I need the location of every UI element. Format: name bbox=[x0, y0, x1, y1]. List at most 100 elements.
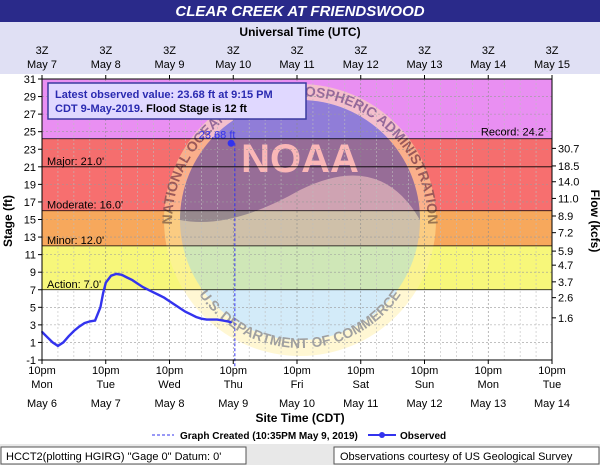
bottom-tick-date: May 7 bbox=[91, 398, 121, 410]
info-box-date: CDT 9-May-2019 bbox=[55, 103, 140, 115]
bottom-tick-date: May 12 bbox=[406, 398, 442, 410]
observed-point bbox=[136, 282, 139, 285]
top-tick-date: May 8 bbox=[91, 59, 121, 71]
bottom-tick-date: May 8 bbox=[155, 398, 185, 410]
legend: Graph Created (10:35PM May 9, 2019) Obse… bbox=[152, 431, 446, 442]
observed-point bbox=[157, 294, 160, 296]
right-axis-title: Flow (kcfs) bbox=[588, 190, 600, 253]
observed-point bbox=[216, 318, 219, 321]
top-axis-title: Universal Time (UTC) bbox=[239, 25, 360, 39]
bottom-tick-day: Thu bbox=[224, 379, 243, 391]
info-box-line1: Latest observed value: 23.68 ft at 9:15 … bbox=[55, 89, 273, 101]
bottom-tick-time: 10pm bbox=[538, 365, 566, 377]
info-box-flood-stage: . Flood Stage is 12 ft bbox=[140, 103, 247, 115]
top-tick-hour: 3Z bbox=[163, 45, 176, 57]
latest-value-label: 23.68 ft bbox=[199, 129, 236, 141]
observed-point bbox=[83, 322, 86, 325]
latest-observed-point bbox=[227, 139, 235, 147]
observed-point bbox=[179, 307, 182, 310]
left-tick-label: 23 bbox=[24, 144, 36, 156]
right-tick-label: 5.9 bbox=[558, 246, 573, 258]
bottom-tick-date: May 14 bbox=[534, 398, 570, 410]
threshold-label-minor: Minor: 12.0' bbox=[47, 235, 104, 247]
top-tick-hour: 3Z bbox=[36, 45, 49, 57]
right-tick-label: 1.6 bbox=[558, 313, 573, 325]
left-tick-label: 11 bbox=[25, 250, 36, 262]
observed-point bbox=[147, 288, 150, 291]
legend-created-label: Graph Created (10:35PM May 9, 2019) bbox=[180, 431, 358, 442]
bottom-tick-day: Sun bbox=[415, 379, 435, 391]
observed-point bbox=[152, 291, 155, 294]
top-tick-date: May 9 bbox=[155, 59, 185, 71]
threshold-label-action: Action: 7.0' bbox=[47, 279, 101, 291]
threshold-lines bbox=[42, 138, 552, 291]
bottom-tick-date: May 13 bbox=[470, 398, 506, 410]
bottom-tick-day: Mon bbox=[478, 379, 499, 391]
bottom-axis-ticks: 10pm Mon May 6 10pm Tue May 7 10pm Wed May 8 10pm… bbox=[27, 360, 570, 410]
top-tick-hour: 3Z bbox=[482, 45, 495, 57]
left-tick-label: 15 bbox=[24, 215, 36, 227]
observed-point bbox=[104, 281, 107, 284]
observed-point bbox=[230, 321, 233, 324]
observed-point bbox=[227, 320, 229, 323]
legend-observed-label: Observed bbox=[400, 431, 446, 442]
left-tick-label: 21 bbox=[24, 162, 36, 174]
bottom-tick-date: May 9 bbox=[218, 398, 248, 410]
bottom-tick-time: 10pm bbox=[411, 365, 439, 377]
observed-point bbox=[142, 286, 144, 289]
observed-point bbox=[102, 292, 104, 295]
top-tick-hour: 3Z bbox=[354, 45, 367, 57]
observed-point bbox=[184, 310, 187, 313]
left-tick-label: 13 bbox=[24, 232, 36, 244]
footer-datum: HCCT2(plotting HGIRG) "Gage 0" Datum: 0' bbox=[6, 451, 221, 463]
bottom-tick-day: Wed bbox=[158, 379, 180, 391]
threshold-labels: Action: 7.0' Minor: 12.0' Moderate: 16.0' M… bbox=[47, 127, 546, 291]
observed-point bbox=[115, 273, 118, 275]
left-axis-title: Stage (ft) bbox=[1, 195, 15, 247]
top-tick-hour: 3Z bbox=[546, 45, 559, 57]
footer-credit: Observations courtesy of US Geological S… bbox=[340, 451, 573, 463]
top-tick-hour: 3Z bbox=[99, 45, 112, 57]
bottom-tick-time: 10pm bbox=[219, 365, 247, 377]
right-tick-label: 4.7 bbox=[558, 260, 573, 272]
observed-point bbox=[168, 300, 171, 303]
bottom-tick-time: 10pm bbox=[28, 365, 56, 377]
right-tick-label: 18.5 bbox=[558, 161, 579, 173]
bottom-tick-time: 10pm bbox=[283, 365, 311, 377]
observed-point bbox=[88, 320, 91, 323]
observed-point bbox=[131, 279, 134, 281]
observed-point bbox=[62, 341, 65, 344]
top-tick-hour: 3Z bbox=[291, 45, 304, 57]
observed-point bbox=[195, 316, 197, 318]
observed-point bbox=[221, 319, 224, 322]
top-tick-date: May 7 bbox=[27, 59, 57, 71]
top-tick-date: May 10 bbox=[215, 59, 251, 71]
left-tick-label: 25 bbox=[24, 127, 36, 139]
left-tick-label: 29 bbox=[24, 92, 36, 104]
observed-point bbox=[163, 296, 166, 299]
top-tick-date: May 13 bbox=[406, 59, 442, 71]
info-box-frame bbox=[47, 82, 307, 120]
threshold-label-moderate: Moderate: 16.0' bbox=[47, 200, 123, 212]
observed-point bbox=[110, 274, 112, 277]
observed-point bbox=[126, 276, 128, 279]
top-tick-hour: 3Z bbox=[418, 45, 431, 57]
right-tick-label: 7.2 bbox=[558, 228, 573, 240]
footer-right-box bbox=[333, 446, 600, 465]
header-band bbox=[0, 22, 600, 74]
right-tick-label: 8.9 bbox=[558, 211, 573, 223]
bottom-tick-date: May 11 bbox=[343, 398, 378, 410]
observed-point bbox=[72, 330, 75, 332]
left-tick-label: 5 bbox=[30, 302, 36, 314]
top-tick-date: May 11 bbox=[279, 59, 314, 71]
observed-point bbox=[46, 336, 49, 339]
right-tick-label: 2.6 bbox=[558, 293, 573, 305]
left-tick-label: 1 bbox=[30, 337, 36, 349]
observed-point bbox=[189, 313, 192, 316]
observed-points bbox=[41, 273, 233, 347]
right-tick-label: 14.0 bbox=[558, 177, 579, 189]
left-tick-label: 3 bbox=[30, 320, 36, 332]
